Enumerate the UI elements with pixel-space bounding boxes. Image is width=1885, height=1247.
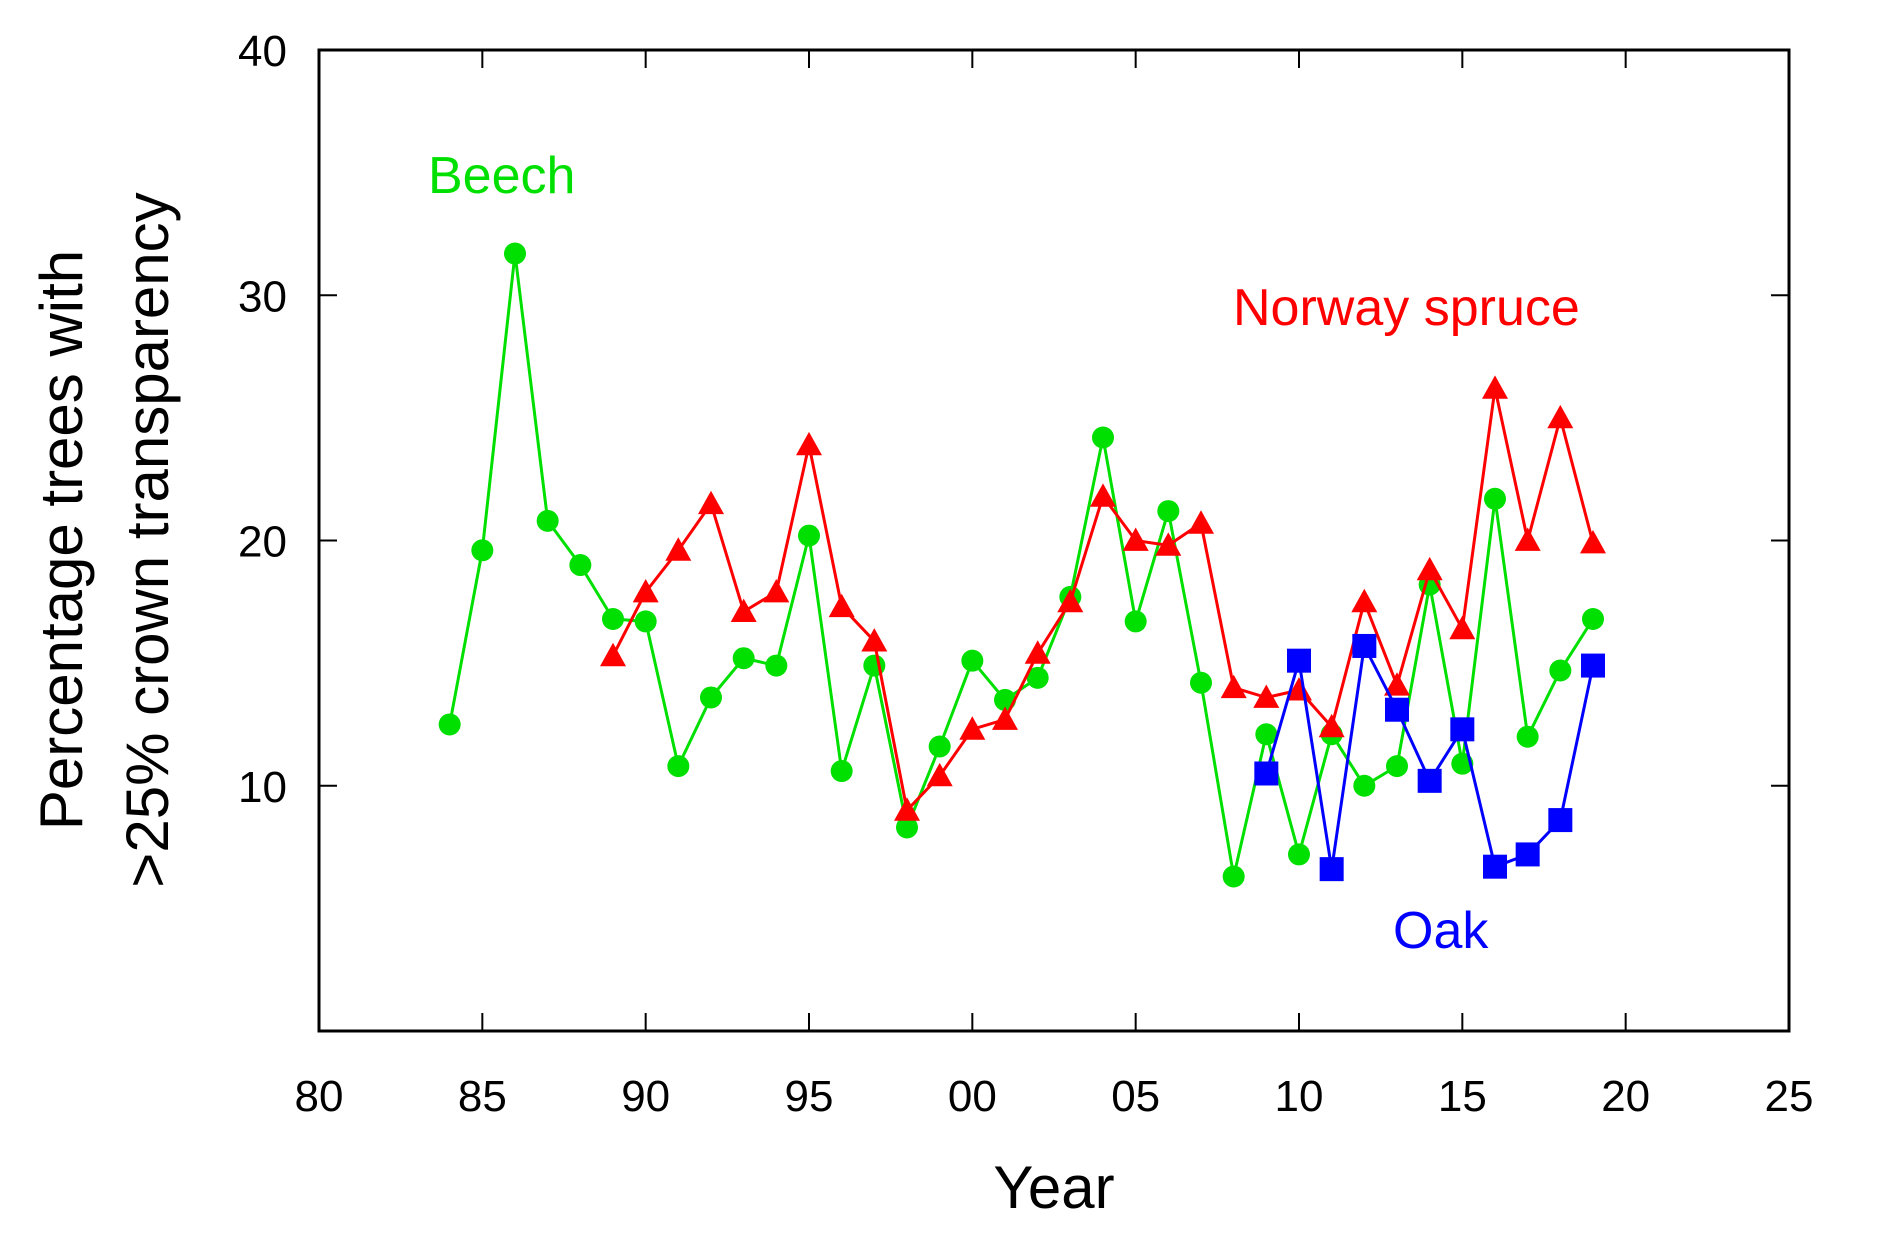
data-point-beech (1026, 666, 1049, 689)
data-point-oak (1254, 761, 1279, 786)
data-point-norway-spruce (1482, 375, 1508, 399)
data-point-beech (1190, 671, 1212, 694)
data-point-beech (1124, 610, 1147, 633)
data-point-beech (1288, 843, 1310, 866)
data-point-beech (536, 509, 559, 532)
series-oak (1254, 633, 1605, 882)
data-point-beech (700, 686, 722, 709)
series-label-norway-spruce: Norway spruce (1233, 279, 1580, 337)
y-tick-label: 40 (238, 27, 287, 76)
data-point-norway-spruce (730, 598, 757, 622)
data-point-norway-spruce (665, 537, 692, 561)
y-tick-label: 10 (238, 763, 287, 812)
data-point-beech (1092, 426, 1114, 449)
data-point-norway-spruce (1351, 588, 1378, 613)
x-tick-label: 20 (1601, 1072, 1650, 1121)
y-tick-label: 30 (238, 272, 287, 321)
data-point-beech (1353, 774, 1376, 797)
data-point-norway-spruce (632, 579, 659, 603)
data-point-beech (732, 647, 755, 670)
data-point-oak (1450, 717, 1475, 742)
data-point-beech (438, 713, 461, 736)
series-label-oak: Oak (1393, 902, 1489, 960)
data-point-beech (1516, 725, 1539, 748)
data-point-norway-spruce (600, 642, 626, 667)
data-point-oak (1581, 653, 1605, 678)
data-point-oak (1385, 697, 1409, 722)
data-point-norway-spruce (1449, 615, 1476, 640)
data-point-norway-spruce (861, 628, 888, 652)
data-point-beech (504, 242, 526, 265)
x-axis-title: Year (993, 1154, 1114, 1221)
x-tick-label: 10 (1275, 1072, 1324, 1121)
data-point-oak (1483, 854, 1507, 879)
data-point-beech (569, 554, 592, 577)
x-tick-label: 80 (295, 1072, 344, 1121)
data-point-oak (1287, 648, 1311, 673)
data-point-norway-spruce (828, 593, 855, 618)
y-tick-label: 20 (238, 518, 287, 567)
x-tick-label: 95 (785, 1072, 834, 1121)
data-point-beech (1255, 723, 1278, 746)
data-point-norway-spruce (1122, 527, 1149, 551)
data-point-oak (1417, 768, 1442, 793)
data-point-oak (1515, 842, 1540, 867)
data-point-beech (471, 539, 494, 562)
series-line-oak (1264, 644, 1595, 871)
data-point-beech (961, 649, 984, 672)
data-point-norway-spruce (698, 490, 724, 515)
data-point-norway-spruce (1024, 640, 1051, 664)
data-point-norway-spruce (1188, 510, 1214, 534)
series-label-beech: Beech (428, 147, 575, 205)
y-axis-title-line-2: >25% crown transparency (114, 192, 181, 887)
data-point-oak (1319, 857, 1344, 882)
data-point-norway-spruce (992, 706, 1018, 730)
data-point-norway-spruce (894, 797, 920, 821)
data-point-norway-spruce (1057, 588, 1084, 613)
x-tick-label: 90 (621, 1072, 670, 1121)
data-point-beech (765, 654, 788, 677)
data-point-beech (602, 607, 624, 630)
data-point-norway-spruce (1384, 672, 1410, 696)
data-point-beech (1549, 659, 1572, 682)
data-point-norway-spruce (1220, 674, 1247, 699)
data-point-norway-spruce (1547, 404, 1574, 429)
data-point-beech (1484, 487, 1506, 510)
data-point-beech (928, 735, 951, 758)
data-point-beech (1222, 865, 1245, 888)
data-point-norway-spruce (1155, 532, 1182, 556)
data-point-beech (1386, 755, 1408, 778)
x-tick-label: 25 (1765, 1072, 1814, 1121)
x-tick-label: 15 (1438, 1072, 1487, 1121)
series-layer (438, 242, 1606, 888)
data-point-beech (1582, 607, 1604, 630)
data-point-beech (798, 524, 820, 547)
data-point-norway-spruce (1253, 684, 1280, 708)
data-point-norway-spruce (1416, 556, 1443, 581)
data-point-norway-spruce (1318, 713, 1345, 738)
x-tick-label: 05 (1111, 1072, 1160, 1121)
y-axis-title-line-1: Percentage trees with (28, 250, 95, 830)
data-point-beech (830, 760, 853, 783)
data-point-beech (667, 755, 690, 778)
x-tick-label: 00 (948, 1072, 997, 1121)
x-tick-label: 85 (458, 1072, 507, 1121)
data-point-norway-spruce (1580, 530, 1606, 554)
series-norway-spruce (600, 375, 1606, 821)
data-point-beech (634, 610, 657, 633)
data-point-norway-spruce (959, 716, 986, 740)
data-point-oak (1352, 633, 1377, 658)
data-point-beech (1157, 500, 1180, 523)
series-line-norway-spruce (611, 386, 1595, 812)
data-point-beech (896, 816, 918, 839)
data-point-norway-spruce (1514, 527, 1541, 551)
data-point-oak (1548, 808, 1573, 833)
axis-ticks: 80 85 90 95 00 05 10 15 20 25 10 20 30 40 (238, 27, 1813, 1121)
data-point-norway-spruce (1090, 483, 1116, 507)
data-point-norway-spruce (796, 431, 822, 456)
data-point-norway-spruce (763, 579, 790, 603)
data-point-norway-spruce (926, 762, 953, 787)
